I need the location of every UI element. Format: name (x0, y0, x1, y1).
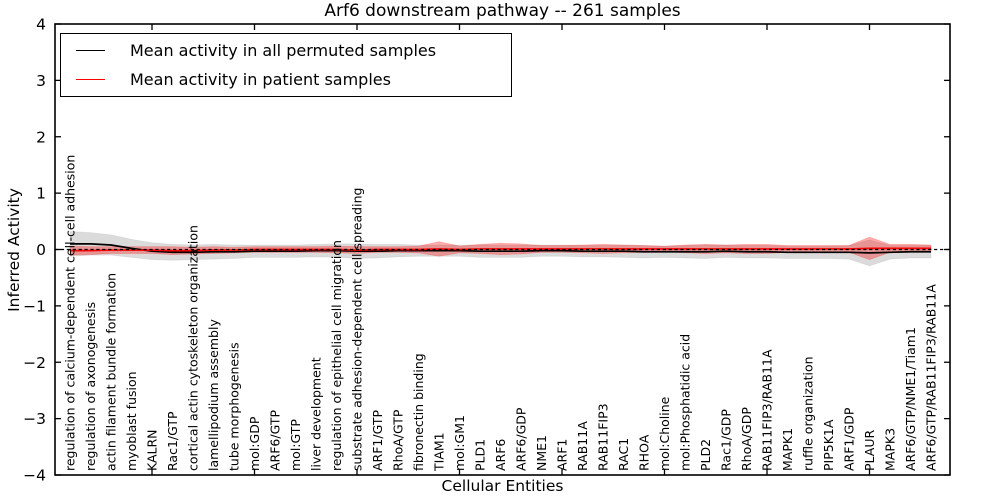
legend: Mean activity in all permuted samples Me… (60, 33, 512, 97)
x-category-label: substrate adhesion-dependent cell spread… (350, 188, 365, 471)
x-category-label: NME1 (534, 435, 549, 471)
x-category-label: liver development (309, 357, 324, 471)
y-tick-label: 3 (36, 72, 46, 90)
x-category-label: PLD2 (698, 439, 713, 471)
x-category-label: RAB11FIP3 (596, 403, 611, 471)
y-tick-label: 4 (36, 16, 46, 34)
y-tick-label: 1 (36, 185, 46, 203)
x-category-label: ARF6/GDP (514, 407, 529, 471)
x-category-label: mol:Phosphatidic acid (678, 334, 693, 471)
x-category-label: RAC1 (616, 438, 631, 471)
x-category-label: RHOA (637, 434, 652, 471)
x-category-label: TIAM1 (432, 432, 447, 472)
x-category-label: MAPK3 (883, 428, 898, 471)
legend-entry-permuted: Mean activity in all permuted samples (61, 37, 511, 63)
x-category-label: PLAUR (862, 430, 877, 471)
x-category-label: actin filament bundle formation (104, 273, 119, 471)
x-category-label: mol:GM1 (452, 415, 467, 471)
y-tick-label: 2 (36, 128, 46, 146)
legend-label-patient: Mean activity in patient samples (130, 70, 391, 90)
y-tick-label: 0 (36, 241, 46, 259)
x-category-label: ARF1/GTP (370, 410, 385, 471)
x-category-label: PIP5K1A (821, 419, 836, 471)
x-category-label: RhoA/GDP (739, 407, 754, 471)
x-category-label: lamellipodium assembly (206, 319, 221, 471)
x-category-label: mol:Choline (657, 396, 672, 471)
x-category-label: ARF6/GTP (268, 410, 283, 471)
y-axis-label: Inferred Activity (5, 188, 23, 312)
permuted-line-sample (76, 49, 105, 51)
x-category-label: regulation of epithelial cell migration (329, 240, 344, 471)
x-category-label: PLD1 (473, 439, 488, 471)
y-tick-label: −1 (23, 297, 46, 315)
x-category-label: Rac1/GDP (719, 409, 734, 471)
y-tick-label: −4 (23, 467, 46, 485)
legend-label-permuted: Mean activity in all permuted samples (130, 40, 437, 60)
x-category-label: ARF6/GTP/RAB11FIP3/RAB11A (924, 284, 939, 471)
x-category-label: fibronectin binding (411, 353, 426, 471)
x-category-label: Rac1/GTP (165, 411, 180, 471)
x-category-label: mol:GDP (247, 416, 262, 471)
x-category-label: myoblast fusion (124, 371, 139, 471)
permuted-mean-line (70, 243, 931, 254)
x-category-label: mol:GTP (288, 419, 303, 471)
x-category-label: ARF1 (555, 439, 570, 471)
x-category-label: MAPK1 (780, 428, 795, 471)
chart-title: Arf6 downstream pathway -- 261 samples (324, 1, 681, 21)
x-category-label: cortical actin cytoskeleton organization (186, 225, 201, 471)
x-category-label: KALRN (145, 429, 160, 471)
y-tick-label: −2 (23, 354, 46, 372)
x-category-label: ARF6 (493, 439, 508, 471)
x-category-label: regulation of axonogenesis (83, 302, 98, 471)
x-category-label: RAB11FIP3/RAB11A (760, 349, 775, 471)
x-category-label: regulation of calcium-dependent cell-cel… (63, 155, 78, 471)
x-category-label: tube morphogenesis (227, 342, 242, 471)
x-category-label: ruffle organization (801, 356, 816, 471)
x-category-label: RAB11A (575, 421, 590, 471)
patient-line-sample (76, 79, 105, 81)
y-tick-label: −3 (23, 410, 46, 428)
x-category-label: ARF6/GTP/NME1/Tiam1 (903, 327, 918, 471)
legend-entry-patient: Mean activity in patient samples (61, 67, 511, 93)
x-axis-label: Cellular Entities (441, 477, 564, 495)
x-category-label: RhoA/GTP (391, 409, 406, 471)
x-category-label: ARF1/GDP (842, 407, 857, 471)
